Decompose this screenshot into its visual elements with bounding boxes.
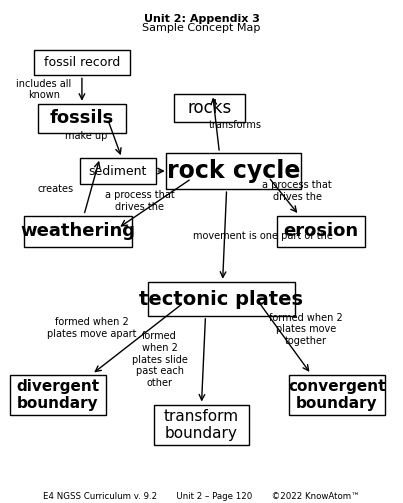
Text: divergent
boundary: divergent boundary bbox=[17, 379, 100, 411]
FancyBboxPatch shape bbox=[38, 104, 126, 133]
Text: fossils: fossils bbox=[50, 109, 114, 127]
Text: rocks: rocks bbox=[187, 99, 232, 117]
Text: E4 NGSS Curriculum v. 9.2       Unit 2 – Page 120       ©2022 KnowAtom™: E4 NGSS Curriculum v. 9.2 Unit 2 – Page … bbox=[43, 492, 360, 501]
Text: Unit 2: Appendix 3: Unit 2: Appendix 3 bbox=[143, 14, 260, 24]
Text: sediment: sediment bbox=[89, 164, 147, 178]
FancyBboxPatch shape bbox=[289, 375, 385, 415]
FancyBboxPatch shape bbox=[174, 95, 245, 122]
Text: make up: make up bbox=[65, 131, 107, 141]
Text: convergent
boundary: convergent boundary bbox=[288, 379, 386, 411]
Text: a process that
drives the: a process that drives the bbox=[105, 191, 174, 212]
Text: movement is one part of the: movement is one part of the bbox=[193, 231, 333, 241]
FancyBboxPatch shape bbox=[166, 153, 301, 189]
Text: rock cycle: rock cycle bbox=[167, 159, 300, 183]
Text: transform
boundary: transform boundary bbox=[164, 409, 239, 441]
FancyBboxPatch shape bbox=[80, 158, 156, 184]
FancyBboxPatch shape bbox=[10, 375, 106, 415]
FancyBboxPatch shape bbox=[147, 282, 295, 316]
FancyBboxPatch shape bbox=[277, 216, 365, 247]
Text: formed when 2
plates move
together: formed when 2 plates move together bbox=[269, 313, 343, 346]
Text: erosion: erosion bbox=[283, 222, 359, 240]
Text: creates: creates bbox=[38, 184, 74, 194]
FancyBboxPatch shape bbox=[34, 50, 130, 75]
Text: fossil record: fossil record bbox=[44, 56, 120, 69]
Text: transforms: transforms bbox=[209, 120, 262, 130]
Text: includes all
known: includes all known bbox=[17, 79, 72, 100]
FancyBboxPatch shape bbox=[24, 216, 132, 247]
Text: formed when 2
plates move apart: formed when 2 plates move apart bbox=[47, 317, 137, 339]
Text: Sample Concept Map: Sample Concept Map bbox=[142, 23, 261, 33]
Text: formed
when 2
plates slide
past each
other: formed when 2 plates slide past each oth… bbox=[132, 331, 187, 388]
Text: weathering: weathering bbox=[21, 222, 135, 240]
FancyBboxPatch shape bbox=[154, 405, 249, 445]
Text: a process that
drives the: a process that drives the bbox=[262, 181, 332, 202]
Text: tectonic plates: tectonic plates bbox=[139, 290, 303, 309]
